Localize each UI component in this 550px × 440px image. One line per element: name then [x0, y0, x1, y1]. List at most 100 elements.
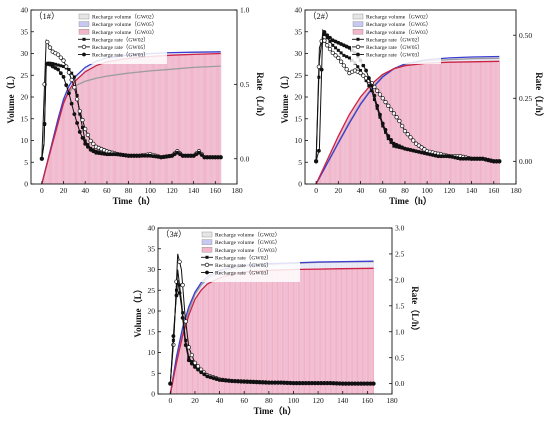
legend-label: Recharge rate（GW05）	[215, 262, 272, 269]
x-tick-label: 0	[40, 186, 44, 195]
volume-bar	[363, 93, 365, 184]
rate-point	[300, 381, 305, 386]
volume-bar	[318, 176, 320, 184]
volume-bar	[376, 79, 378, 184]
rate-point	[461, 156, 466, 161]
rate-point	[183, 319, 188, 324]
rate-point	[236, 379, 240, 384]
rate-point	[333, 53, 338, 58]
volume-bar	[355, 268, 357, 394]
volume-bar	[345, 120, 347, 184]
volume-bar	[64, 100, 66, 184]
volume-bar	[205, 285, 207, 394]
y-tick-label: 40	[295, 6, 303, 15]
volume-bar	[54, 134, 56, 184]
volume-bar	[386, 72, 388, 184]
volume-bar	[422, 63, 424, 184]
rate-point	[276, 380, 280, 385]
y-axis-left: 0 5 10 15 20 25 30 35 40	[295, 6, 308, 189]
volume-bar	[410, 65, 411, 184]
x-tick-label: 20	[335, 186, 343, 195]
rate-point	[56, 63, 60, 67]
volume-bar	[320, 269, 322, 394]
rate-point	[78, 112, 82, 116]
legend-marker	[204, 262, 210, 268]
volume-bar	[270, 270, 272, 394]
volume-bar	[450, 62, 451, 184]
volume-bar	[356, 102, 358, 184]
volume-bar	[366, 268, 368, 394]
rate-point	[81, 125, 84, 129]
volume-bar	[141, 57, 143, 184]
rate-point	[316, 64, 322, 69]
volume-bar	[50, 150, 51, 184]
rate-point	[208, 375, 213, 380]
rate-point	[72, 85, 77, 90]
rate-point	[383, 99, 388, 105]
rate-point	[478, 156, 482, 161]
volume-bar	[213, 53, 215, 184]
x-tick-label: 40	[357, 186, 365, 195]
rate-point	[218, 155, 223, 160]
volume-bar	[65, 98, 67, 184]
y2-tick-label: 0.5	[240, 80, 250, 89]
legend-marker	[82, 52, 86, 57]
volume-bar	[424, 63, 426, 184]
x-tick-label: 0	[168, 396, 172, 405]
y-tick-label: 10	[21, 136, 29, 145]
volume-bar	[253, 271, 255, 394]
volume-bar	[93, 66, 95, 184]
rate-point	[359, 69, 363, 73]
volume-bar	[137, 57, 139, 184]
volume-bar	[232, 273, 234, 394]
volume-bar	[388, 70, 390, 184]
volume-bar	[196, 54, 198, 184]
x-tick-label: 120	[444, 186, 456, 195]
y-tick-label: 20	[295, 93, 303, 102]
volume-bar	[192, 54, 193, 184]
volume-bar	[153, 56, 154, 184]
volume-bar	[373, 82, 375, 184]
volume-bar	[331, 150, 333, 184]
rate-point	[177, 290, 182, 295]
volume-bar	[381, 75, 383, 184]
volume-bar	[72, 83, 74, 184]
legend-label: Recharge rate（GW05）	[92, 44, 149, 51]
volume-bar	[478, 61, 480, 184]
rate-point	[83, 141, 88, 146]
rate-point	[202, 155, 207, 160]
x-tick-label: 80	[125, 186, 133, 195]
rate-point	[331, 43, 335, 47]
rate-point	[213, 155, 218, 160]
y2-tick-label: 3.0	[395, 224, 405, 233]
volume-bar	[350, 268, 352, 394]
volume-bar	[212, 53, 214, 184]
volume-bar	[181, 54, 183, 184]
rate-point	[126, 153, 131, 158]
x-tick-label: 100	[288, 396, 300, 405]
volume-bar	[357, 268, 359, 394]
volume-bar	[217, 278, 219, 394]
volume-bar	[291, 269, 293, 394]
volume-bar	[315, 269, 317, 394]
volume-bar	[210, 282, 212, 394]
rate-point	[64, 83, 69, 88]
volume-bar	[323, 268, 325, 394]
rate-point	[174, 293, 179, 298]
volume-bar	[317, 269, 319, 394]
y2-axis-title: Rate（L/h）	[255, 72, 265, 122]
volume-bar	[189, 54, 191, 184]
volume-bar	[481, 61, 483, 184]
volume-bar	[67, 93, 69, 184]
volume-bar	[274, 270, 276, 394]
volume-bar	[290, 269, 292, 394]
volume-bar	[348, 268, 350, 394]
rate-point	[339, 51, 343, 55]
volume-bar	[183, 331, 185, 394]
rate-point	[325, 33, 330, 38]
legend-label: Recharge volume（GW03）	[366, 29, 431, 36]
y2-tick-label: 0.50	[519, 31, 532, 40]
volume-bar	[211, 53, 213, 184]
volume-bar	[475, 61, 477, 184]
volume-bar	[120, 59, 122, 184]
